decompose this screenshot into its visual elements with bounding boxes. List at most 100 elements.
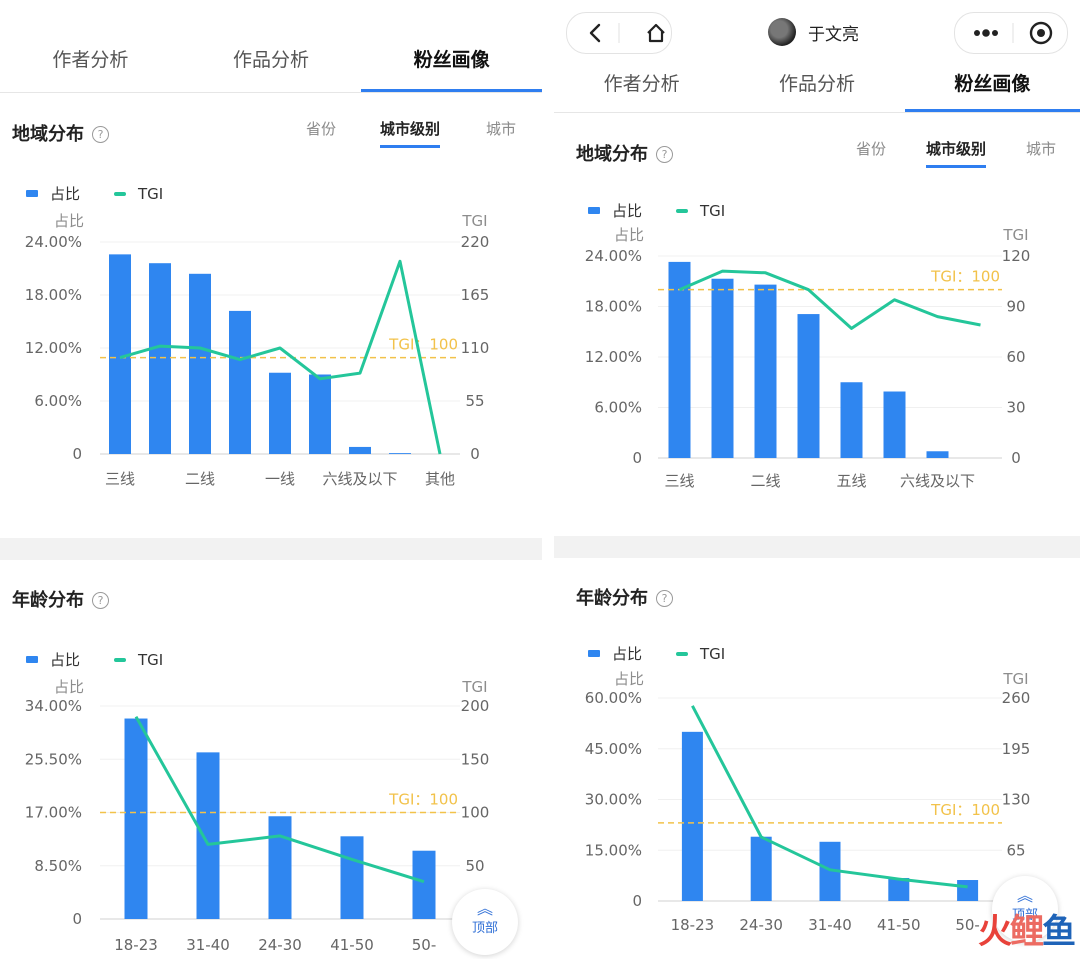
nav-capsule-right	[954, 12, 1068, 54]
age-chart: 34.00%25.50%17.00%8.50%0200150100500占比TG…	[25, 678, 490, 954]
bar	[189, 273, 211, 454]
legend-bar-swatch	[588, 207, 600, 214]
y-tick-label-left: 45.00%	[585, 740, 642, 758]
x-tick-label: 41-50	[330, 936, 374, 954]
region-section-title: 地域分布?	[12, 120, 109, 146]
bar	[412, 850, 436, 919]
legend-bar-swatch	[26, 656, 38, 663]
tab-fan-profile[interactable]: 粉丝画像	[361, 40, 542, 92]
bar	[681, 731, 703, 901]
y-tick-label-right: 195	[1002, 740, 1031, 758]
help-icon[interactable]: ?	[656, 146, 673, 163]
tgi-reference-label: TGI：100	[388, 791, 458, 809]
tab-fan-profile[interactable]: 粉丝画像	[904, 62, 1080, 112]
target-icon[interactable]	[1029, 21, 1053, 45]
x-tick-label: 六线及以下	[900, 472, 975, 490]
bar	[349, 446, 371, 454]
x-tick-label: 一线	[265, 470, 295, 488]
watermark-char: 火	[978, 912, 1012, 952]
y-tick-label-right: 120	[1002, 247, 1031, 265]
y-tick-label-left: 18.00%	[25, 286, 82, 304]
y-tick-label-left: 17.00%	[25, 804, 82, 822]
legend-line-label: TGI	[138, 650, 164, 669]
back-to-top-button[interactable]: ︽ 顶部	[992, 876, 1058, 942]
region-title-text: 地域分布	[576, 144, 648, 165]
y-tick-label-left: 25.50%	[25, 750, 82, 768]
y-tick-label-right: 90	[1006, 298, 1025, 316]
tab-author-analysis[interactable]: 作者分析	[603, 73, 680, 95]
help-icon[interactable]: ?	[92, 126, 109, 143]
age-title-text: 年龄分布	[12, 590, 84, 611]
home-icon[interactable]	[647, 23, 665, 43]
legend-bar-label: 占比	[612, 645, 643, 663]
tgi-reference-label: TGI：100	[388, 336, 458, 354]
region-legend: 占比 TGI	[26, 183, 163, 204]
bar	[926, 451, 949, 458]
tab-author-analysis[interactable]: 作者分析	[52, 49, 129, 71]
x-tick-label: 18-23	[671, 916, 715, 934]
bar	[196, 752, 220, 919]
y-tick-label-right: 55	[465, 392, 484, 410]
back-icon[interactable]	[589, 23, 601, 43]
age-section-title: 年龄分布?	[12, 586, 109, 612]
avatar	[768, 18, 796, 46]
x-tick-label: 三线	[664, 472, 694, 490]
bar	[389, 453, 411, 454]
bar	[819, 841, 841, 901]
subtab-province[interactable]: 省份	[306, 120, 337, 138]
x-tick-label: 18-23	[114, 936, 158, 954]
watermark-char: 鱼	[1042, 912, 1076, 952]
bar	[340, 836, 364, 919]
chevron-up-icon: ︽	[1016, 886, 1033, 905]
back-to-top-button[interactable]: ︽ 顶部	[452, 889, 518, 955]
subtab-city[interactable]: 城市	[486, 120, 517, 138]
y-tick-label-right: 130	[1002, 791, 1031, 809]
y-tick-label-right: 65	[1006, 841, 1025, 859]
bar	[149, 263, 171, 454]
y-tick-label-left: 8.50%	[34, 857, 82, 875]
subtab-city-level[interactable]: 城市级别	[926, 138, 987, 168]
y-tick-label-left: 34.00%	[25, 697, 82, 715]
watermark-char: 鲤	[1010, 912, 1044, 952]
y-tick-label-right: 150	[461, 750, 490, 768]
bar	[109, 254, 131, 454]
subtab-city-level[interactable]: 城市级别	[380, 118, 441, 148]
more-dots-icon[interactable]	[974, 29, 998, 37]
bar	[268, 816, 292, 919]
region-section-title: 地域分布?	[576, 140, 673, 166]
section-divider	[554, 536, 1080, 558]
y-tick-label-left: 0	[632, 892, 642, 910]
y-tick-label-right: 220	[461, 233, 490, 251]
subtab-province[interactable]: 省份	[856, 140, 887, 158]
help-icon[interactable]: ?	[92, 592, 109, 609]
tab-bar: 作者分析 作品分析 粉丝画像	[0, 40, 542, 93]
x-tick-label: 31-40	[808, 916, 852, 934]
legend-line-swatch	[114, 191, 127, 196]
help-icon[interactable]: ?	[656, 590, 673, 607]
panel-gutter	[542, 0, 554, 959]
x-tick-label: 24-30	[258, 936, 302, 954]
tab-works-analysis[interactable]: 作品分析	[233, 49, 310, 71]
bar	[797, 314, 820, 458]
y-tick-label-right: 165	[461, 286, 490, 304]
subtab-city[interactable]: 城市	[1026, 140, 1057, 158]
y-tick-label-right: 50	[465, 857, 484, 875]
y-tick-label-left: 0	[72, 910, 82, 928]
section-divider	[0, 538, 542, 560]
y-tick-label-right: 200	[461, 697, 490, 715]
y-tick-label-right: 260	[1002, 689, 1031, 707]
legend-line-label: TGI	[700, 201, 726, 220]
x-tick-label: 41-50	[877, 916, 921, 934]
legend-bar-label: 占比	[50, 185, 81, 203]
legend-line-swatch	[114, 657, 127, 662]
y-axis-name-right: TGI	[461, 212, 487, 230]
tab-works-analysis[interactable]: 作品分析	[778, 73, 855, 95]
tgi-reference-label: TGI：100	[930, 801, 1000, 819]
x-tick-label: 50-	[955, 916, 980, 934]
y-tick-label-left: 6.00%	[34, 392, 82, 410]
watermark-logo: 火鲤鱼	[978, 904, 1076, 953]
y-axis-name-left: 占比	[614, 226, 644, 244]
y-tick-label-right: 100	[461, 804, 490, 822]
y-tick-label-left: 15.00%	[585, 841, 642, 859]
y-axis-name-right: TGI	[1002, 226, 1028, 244]
